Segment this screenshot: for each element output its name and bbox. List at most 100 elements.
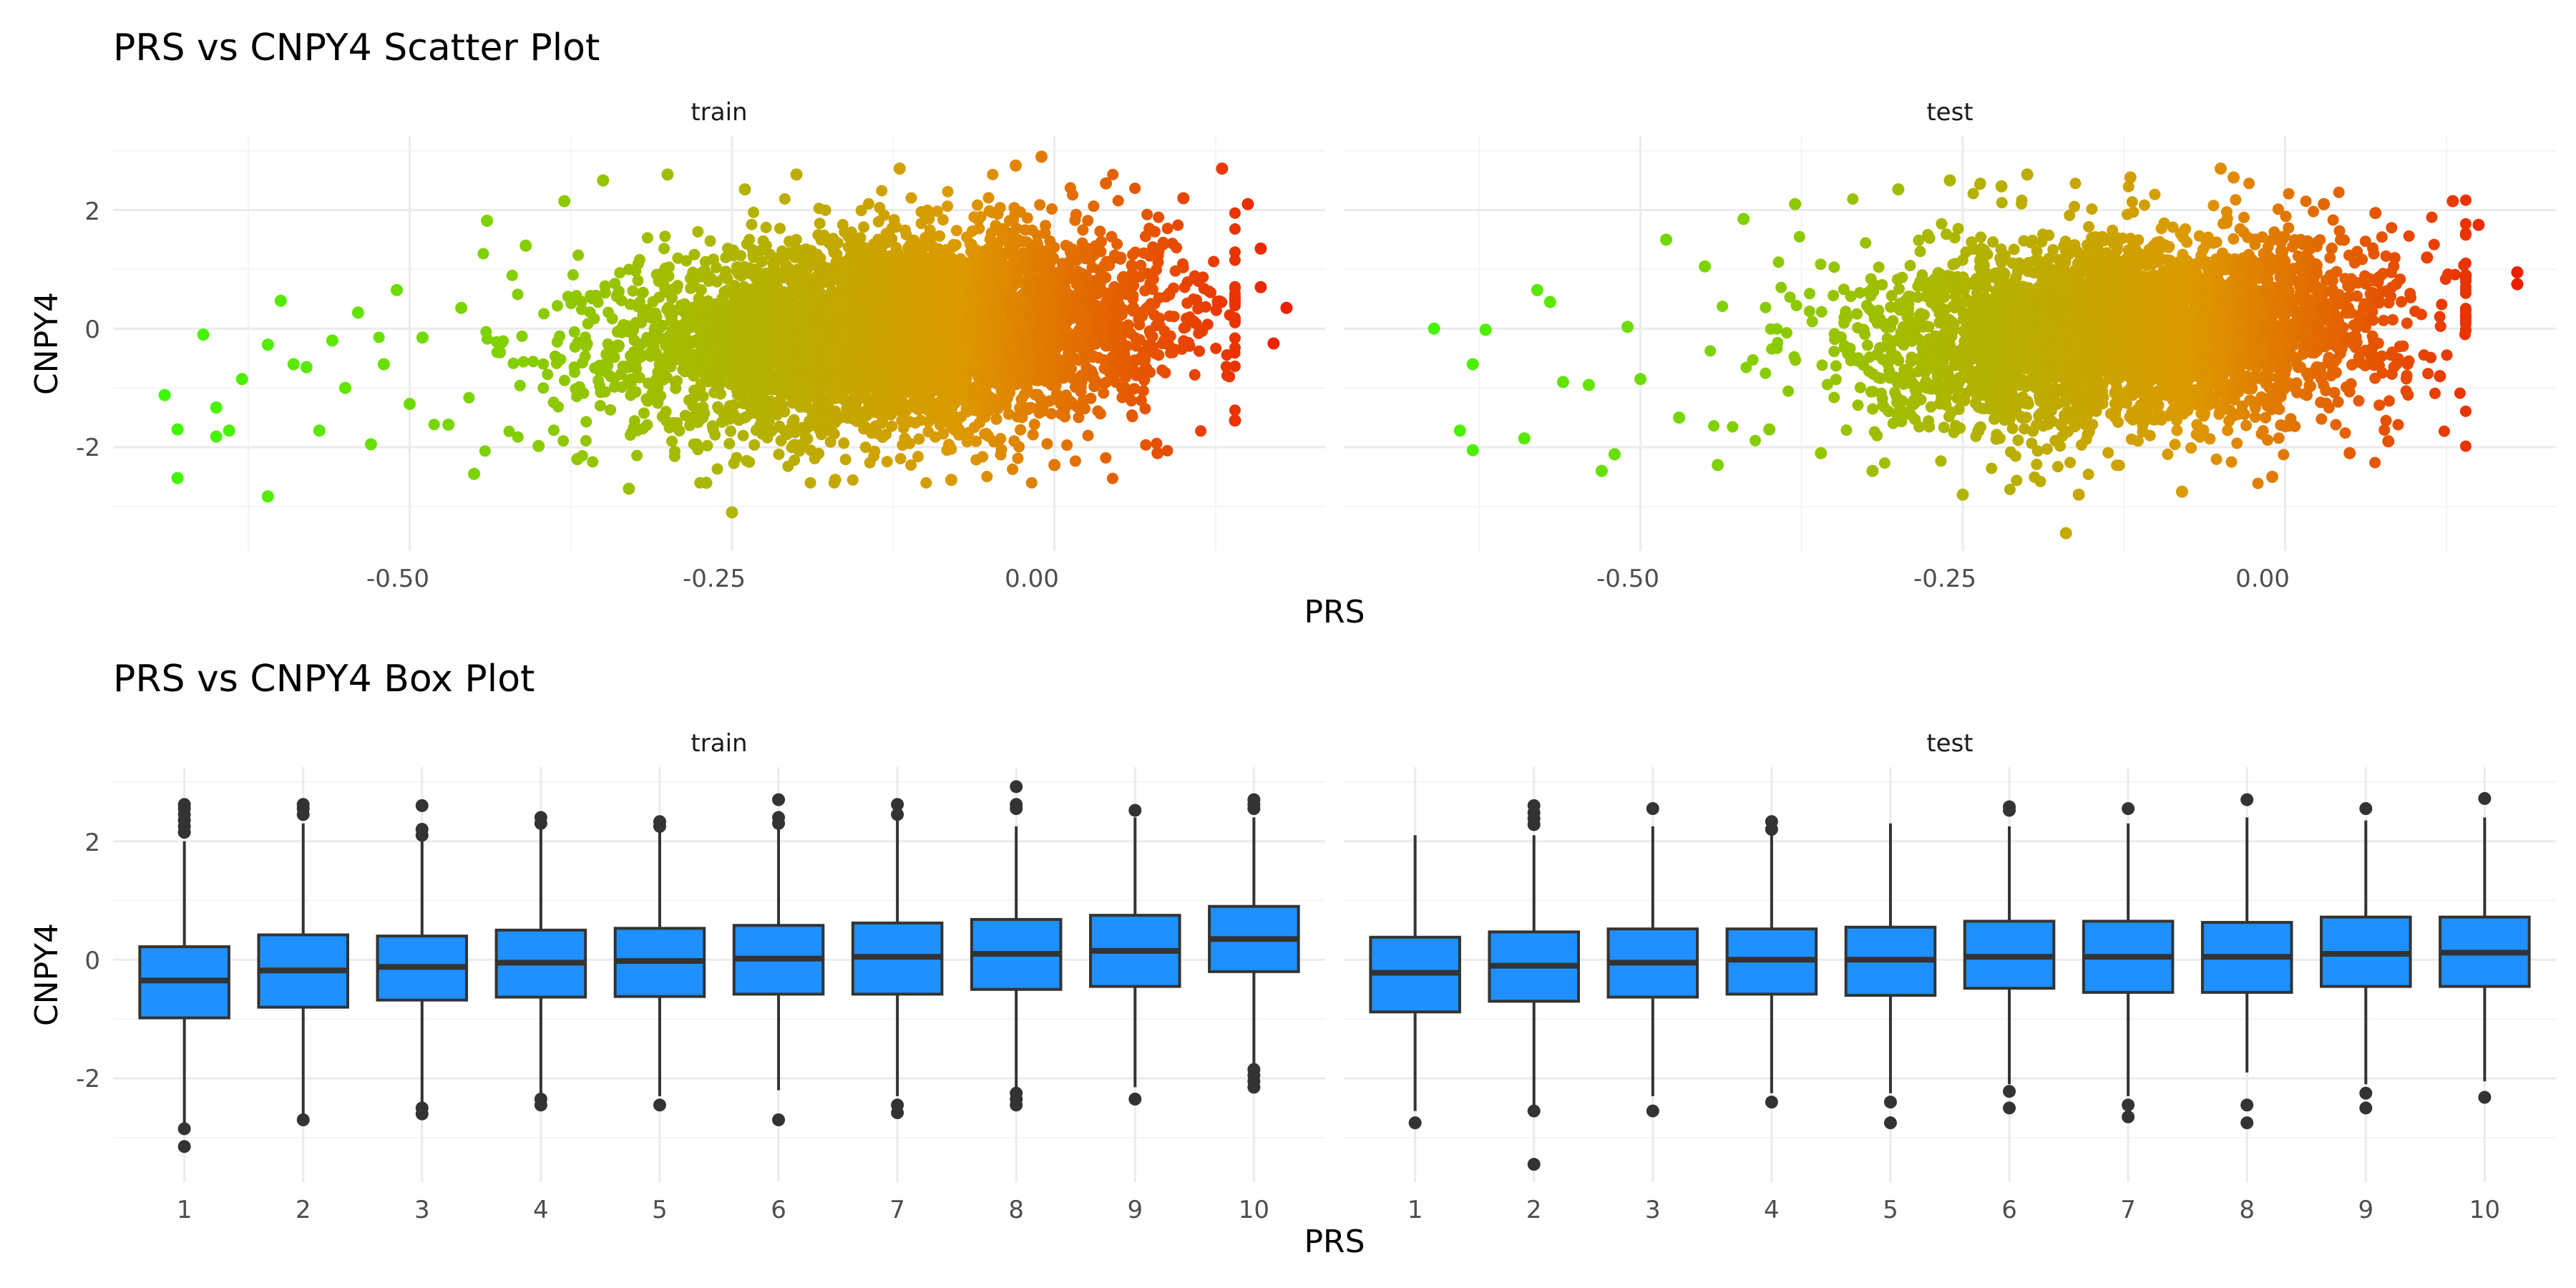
scatter-point: [1145, 328, 1156, 341]
scatter-point: [756, 244, 768, 256]
scatter-point: [816, 362, 828, 374]
scatter-point: [791, 263, 804, 275]
scatter-point: [827, 426, 839, 439]
scatter-point: [1088, 200, 1100, 213]
scatter-point: [992, 379, 1004, 390]
scatter-point: [673, 425, 686, 436]
scatter-point: [630, 356, 642, 369]
scatter-point: [876, 185, 888, 197]
scatter-point: [552, 300, 563, 312]
scatter-point: [1007, 463, 1019, 475]
scatter-point: [1041, 438, 1053, 450]
scatter-point: [751, 299, 763, 311]
scatter-point: [769, 263, 781, 275]
scatter-point: [745, 362, 757, 374]
scatter-point: [503, 425, 515, 437]
scatter-point: [940, 405, 952, 416]
scatter-point: [599, 287, 611, 299]
scatter-point: [1049, 280, 1061, 292]
scatter-point: [704, 235, 716, 247]
scatter-point: [559, 374, 570, 386]
scatter-point: [1028, 419, 1040, 430]
scatter-point: [550, 357, 562, 369]
scatter-point: [1108, 332, 1120, 344]
scatter-point: [813, 447, 825, 459]
scatter-point: [872, 215, 884, 228]
scatter-point: [1094, 225, 1106, 238]
scatter-point: [1138, 247, 1150, 259]
scatter-point: [672, 252, 684, 264]
scatter-point: [1098, 387, 1110, 399]
scatter-point: [635, 316, 648, 328]
scatter-point: [658, 243, 670, 255]
scatter-point: [1229, 246, 1241, 258]
scatter-point: [602, 306, 615, 318]
scatter-point: [899, 275, 911, 288]
scatter-point: [1126, 409, 1138, 421]
scatter-point: [1082, 429, 1094, 441]
scatter-point: [514, 379, 526, 391]
scatter-point: [641, 232, 653, 244]
scatter-point: [1189, 369, 1201, 381]
scatter-point: [568, 326, 580, 338]
scatter-point: [1082, 215, 1094, 227]
scatter-point: [1020, 341, 1032, 353]
scatter-point: [766, 331, 779, 342]
scatter-point: [1118, 280, 1130, 292]
scatter-point: [1229, 207, 1241, 219]
scatter-point: [512, 431, 524, 443]
scatter-point: [1077, 224, 1089, 236]
scatter-point: [968, 364, 980, 376]
scatter-point: [1038, 275, 1050, 287]
scatter-point: [1088, 381, 1101, 392]
scatter-point: [1047, 266, 1059, 278]
scatter-point: [702, 376, 714, 388]
scatter-point: [989, 396, 1001, 409]
scatter-point: [1085, 253, 1097, 265]
scatter-point: [774, 223, 786, 235]
scatter-point: [874, 202, 886, 214]
scatter-point: [1100, 376, 1112, 389]
scatter-point: [708, 386, 721, 399]
scatter-point: [642, 395, 654, 407]
scatter-point: [909, 399, 922, 411]
scatter-point: [812, 229, 824, 241]
scatter-point: [922, 204, 934, 216]
scatter-point: [1183, 336, 1194, 348]
scatter-point: [881, 456, 893, 468]
scatter-point: [839, 454, 852, 466]
scatter-point: [580, 435, 592, 447]
scatter-point: [497, 335, 509, 347]
scatter-point: [1161, 223, 1174, 235]
scatter-point: [638, 407, 650, 419]
scatter-point: [1138, 305, 1150, 317]
scatter-point: [650, 307, 661, 319]
scatter-point: [627, 285, 639, 297]
scatter-point: [1138, 374, 1151, 386]
scatter-point: [879, 404, 892, 416]
scatter-point: [641, 419, 653, 431]
scatter-point: [571, 391, 583, 403]
scatter-point: [1139, 230, 1151, 243]
scatter-point: [882, 389, 894, 401]
scatter-point: [796, 421, 808, 434]
scatter-point: [841, 402, 853, 414]
scatter-point: [1008, 202, 1020, 214]
scatter-point: [1127, 293, 1139, 305]
scatter-point: [814, 218, 826, 230]
scatter-point: [701, 439, 713, 452]
scatter-point: [1093, 264, 1106, 276]
scatter-point: [766, 284, 778, 296]
scatter-point: [746, 218, 758, 230]
scatter-point: [1229, 254, 1241, 266]
scatter-point: [995, 433, 1007, 445]
scatter-point: [962, 431, 974, 443]
scatter-point: [1034, 199, 1046, 211]
scatter-point: [1087, 350, 1099, 362]
scatter-point: [1029, 295, 1041, 307]
scatter-point: [746, 407, 757, 419]
scatter-point: [779, 193, 791, 205]
scatter-point: [622, 320, 634, 332]
scatter-point: [697, 335, 708, 347]
scatter-point: [934, 230, 946, 242]
